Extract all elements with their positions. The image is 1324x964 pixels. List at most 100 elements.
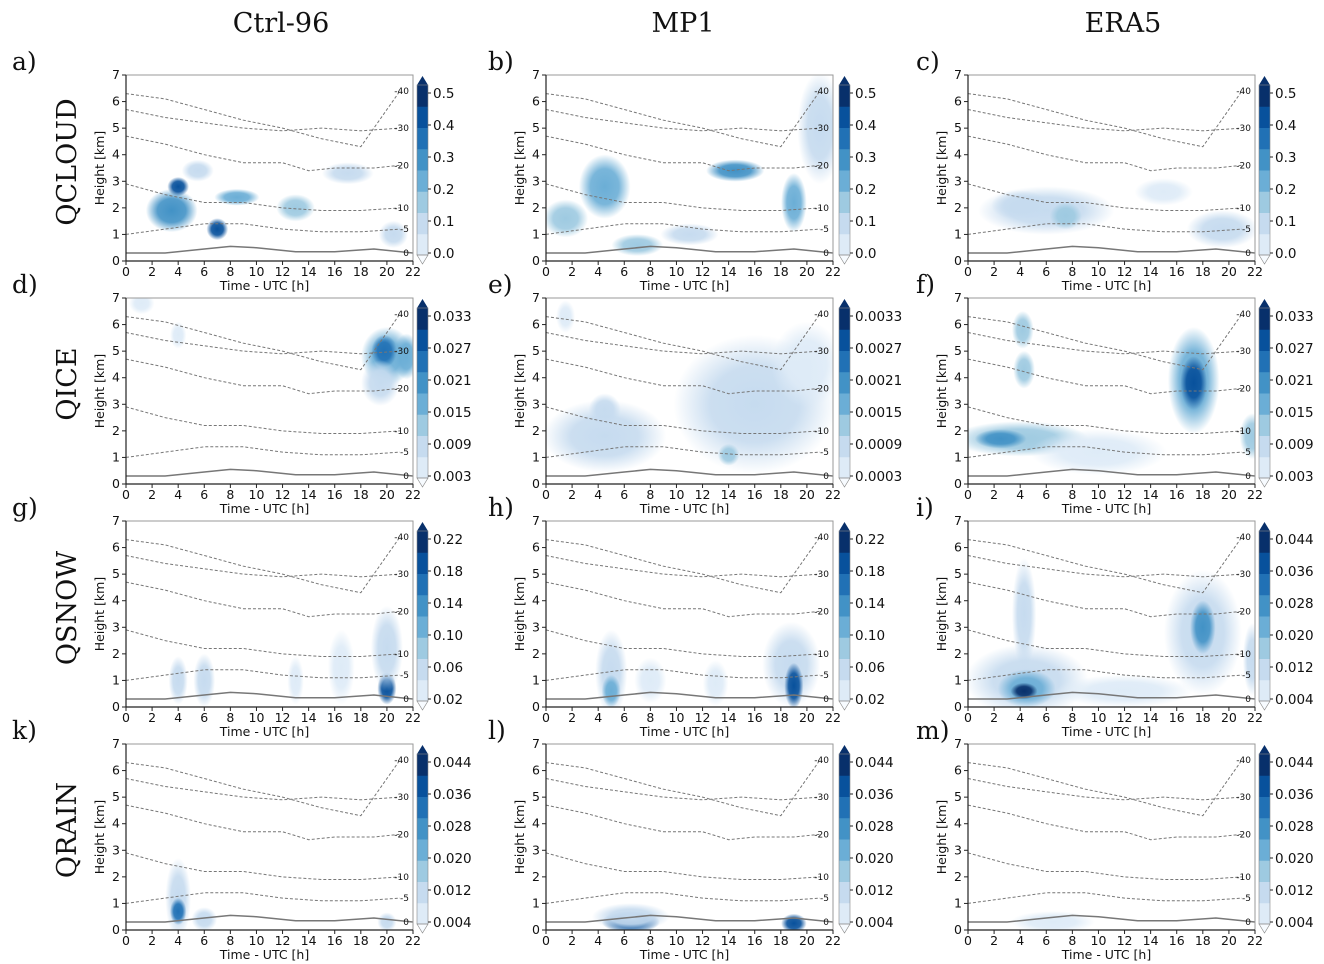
panel-label: k)	[12, 716, 37, 745]
colorbar-tick-label: 0.14	[855, 596, 885, 612]
contour-blob	[321, 162, 374, 185]
colorbar-tick-label: 0.036	[855, 787, 894, 803]
colorbar-segment	[1259, 106, 1270, 128]
x-tick-label: 14	[721, 264, 737, 279]
y-tick-label: 7	[532, 67, 540, 82]
colorbar-tick-label: 0.18	[855, 564, 885, 580]
colorbar-tick-label: 0.0027	[855, 341, 902, 357]
colorbar-tick-label: 0.027	[433, 341, 472, 357]
contour-blob	[974, 429, 1027, 449]
contour-blob	[1134, 178, 1193, 206]
x-tick-label: 6	[200, 710, 208, 725]
contour-blob	[660, 223, 719, 246]
x-axis-label: Time - UTC [h]	[219, 278, 309, 293]
y-tick-label: 5	[954, 789, 962, 804]
panel-label: g)	[12, 493, 38, 522]
contour-blob	[578, 154, 631, 219]
y-tick-label: 6	[954, 94, 962, 109]
isotherm-label: -40	[1236, 533, 1251, 543]
colorbar-min-arrow	[838, 477, 851, 488]
isotherm-line	[126, 892, 401, 904]
colorbar-min-arrow	[838, 923, 851, 934]
x-tick-label: 16	[747, 487, 763, 502]
y-tick-label: 2	[532, 646, 540, 661]
colorbar-segment	[1259, 329, 1270, 351]
colorbar: 0.5 0.4 0.3 0.2 0.1 0.0	[1258, 76, 1296, 265]
isotherm-label: -40	[814, 756, 829, 766]
y-tick-label: 1	[954, 672, 962, 687]
terrain-line	[126, 245, 413, 254]
y-tick-label: 7	[112, 736, 120, 751]
x-tick-label: 18	[353, 264, 369, 279]
colorbar-tick-label: 0.033	[1275, 309, 1314, 325]
contour-blob	[206, 218, 229, 241]
y-tick-label: 7	[112, 513, 120, 528]
colorbar-tick-label: 0.012	[1275, 660, 1314, 676]
x-tick-label: 22	[825, 264, 841, 279]
x-tick-label: 22	[405, 710, 421, 725]
y-axis-label: Height [km]	[934, 577, 949, 651]
y-axis-label: Height [km]	[512, 354, 527, 428]
y-tick-label: 7	[112, 67, 120, 82]
isotherm-label: -20	[394, 161, 409, 171]
isotherm-label: -40	[1236, 310, 1251, 320]
x-axis-label: Time - UTC [h]	[1061, 947, 1151, 962]
colorbar-segment	[839, 658, 850, 681]
colorbar-segment	[839, 796, 850, 819]
colorbar-min-arrow	[1258, 700, 1271, 711]
isotherm-label: 0	[823, 249, 829, 259]
contour-blob	[588, 393, 621, 426]
isotherm-line	[126, 555, 401, 578]
colorbar-segment	[839, 127, 850, 150]
y-tick-label: 3	[954, 173, 962, 188]
colorbar-tick-label: 0.009	[1275, 437, 1314, 453]
y-tick-label: 2	[532, 423, 540, 438]
colorbar-segment	[1259, 679, 1270, 702]
contour-blob	[371, 334, 398, 368]
x-tick-label: 6	[1042, 487, 1050, 502]
isotherm-label: -30	[1236, 124, 1251, 134]
colorbar-segment	[839, 329, 850, 351]
colorbar-segment	[839, 393, 850, 415]
panels: -40-30-20-10-500 2 4 6 8 10 12 14 16 18 20 22012345…	[12, 47, 1314, 962]
isotherm-line	[126, 332, 401, 355]
colorbar-min-arrow	[416, 700, 429, 711]
contour-blob	[1239, 413, 1255, 460]
colorbar-tick-label: 0.003	[1275, 469, 1314, 485]
terrain-line	[126, 914, 413, 923]
y-tick-label: 5	[532, 789, 540, 804]
colorbar-segment	[839, 775, 850, 797]
y-tick-label: 7	[954, 290, 962, 305]
x-tick-label: 16	[1169, 933, 1185, 948]
contour-field	[126, 298, 413, 484]
panel-label: b)	[488, 47, 514, 76]
row-titles: QCLOUD QICE QSNOW QRAIN	[52, 98, 83, 878]
isotherm-label: -5	[1242, 671, 1251, 681]
isotherm-line	[126, 778, 401, 801]
colorbar-segment	[417, 902, 428, 925]
y-axis-label: Height [km]	[92, 577, 107, 651]
colorbar-tick-label: 0.5	[433, 86, 454, 102]
isotherm-line	[968, 406, 1243, 434]
colorbar-tick-label: 0.4	[1275, 118, 1296, 134]
isotherm-line	[968, 109, 1243, 132]
colorbar-segment	[839, 85, 850, 107]
colorbar-tick-label: 0.0021	[855, 373, 902, 389]
colorbar-tick-label: 0.027	[1275, 341, 1314, 357]
isotherm-label: 0	[823, 472, 829, 482]
contour-blob	[168, 656, 188, 705]
contour-blob	[1186, 210, 1255, 249]
isotherm-line	[126, 852, 401, 880]
colorbar-tick-label: 0.0	[855, 246, 876, 262]
y-axis-label: Height [km]	[92, 131, 107, 205]
isotherm-label: -20	[394, 384, 409, 394]
x-tick-label: 4	[594, 487, 602, 502]
colorbar-tick-label: 0.10	[855, 628, 885, 644]
y-tick-label: 7	[532, 290, 540, 305]
isotherm-label: -20	[814, 607, 829, 617]
isotherm-label: -5	[1242, 448, 1251, 458]
colorbar-tick-label: 0.044	[1275, 755, 1314, 771]
isotherm-label: -30	[814, 570, 829, 580]
isotherm-label: -30	[394, 793, 409, 803]
x-tick-label: 18	[1195, 710, 1211, 725]
